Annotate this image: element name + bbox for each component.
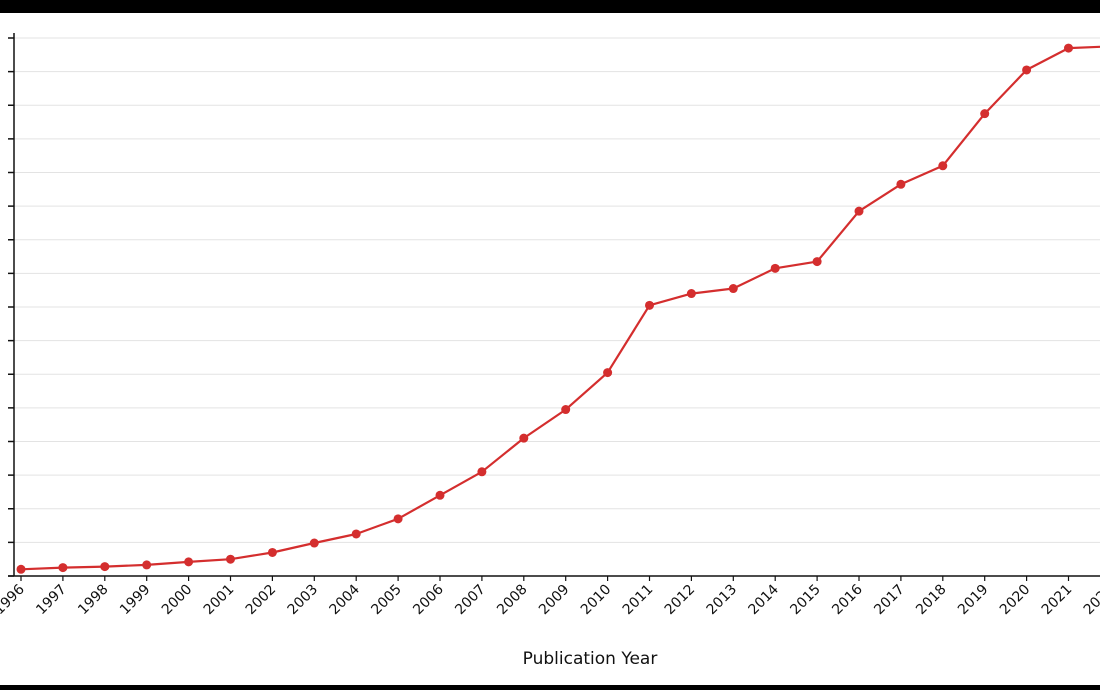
data-point [100,562,110,572]
x-tick-label: 2011 [620,582,657,619]
x-tick-label: 2018 [913,582,950,619]
data-point [477,467,487,477]
x-tick-label: 2020 [997,582,1034,619]
x-tick-label: 1996 [0,581,28,618]
data-point [351,529,361,539]
data-point [142,560,152,570]
x-tick-label: 2009 [536,582,573,619]
data-point [519,433,529,443]
line-chart: 1996 1997 1998 1999 2000 2001 2002 2003 2004 2005… [0,33,1100,669]
data-point [226,554,235,564]
data-point [603,368,613,378]
data-point [184,557,194,567]
data-point [980,109,990,119]
data-point [812,257,822,267]
x-tick-label: 2016 [829,581,866,618]
x-tick-label: 2006 [410,581,447,618]
data-point [561,405,571,415]
x-tick-label: 2000 [159,582,196,619]
data-point [1022,65,1032,75]
x-tick-label: 2012 [662,582,699,619]
x-tick-label: 2013 [704,582,741,619]
x-tick-label: 2010 [578,582,615,619]
data-point [16,564,26,574]
x-tick-label: 1998 [75,582,112,619]
x-tick-label: 2021 [1039,582,1076,619]
series-line [20,45,1100,571]
data-point [770,263,780,273]
data-point [728,284,738,294]
x-tick-label: 2004 [327,581,364,618]
x-tick-label: 2008 [494,582,531,619]
x-tick-label: 2019 [955,582,992,619]
x-tick-label: 2015 [787,582,824,619]
data-point [645,300,654,310]
data-point [896,179,906,189]
data-point [435,490,445,500]
data-point [938,161,948,171]
data-point [686,289,696,299]
x-tick-label: 1999 [117,582,154,619]
data-point [854,206,864,216]
gridlines [14,37,1100,543]
x-tick-label: 2003 [285,582,322,619]
data-point [267,547,277,557]
x-tick-label: 2022 [1081,582,1100,619]
x-tick-label: 2014 [746,581,783,618]
x-tick-labels: 1996 1997 1998 1999 2000 2001 2002 2003 2004 2005… [0,581,1100,618]
series-layer [16,43,1100,574]
x-tick-label: 1997 [33,582,70,619]
data-point [393,514,403,524]
x-tick-label: 2002 [243,582,280,619]
x-tick-label: 2001 [201,582,238,619]
x-tick-label: 2005 [368,582,405,619]
data-point [1064,43,1073,53]
x-tick-label: 2017 [871,582,908,619]
data-point [58,563,68,573]
x-tick-label: 2007 [452,582,489,619]
axes [8,33,1100,581]
data-point [309,538,319,548]
x-axis-title: Publication Year [523,649,658,669]
chart-panel: 1996 1997 1998 1999 2000 2001 2002 2003 2004 2005… [0,13,1100,685]
